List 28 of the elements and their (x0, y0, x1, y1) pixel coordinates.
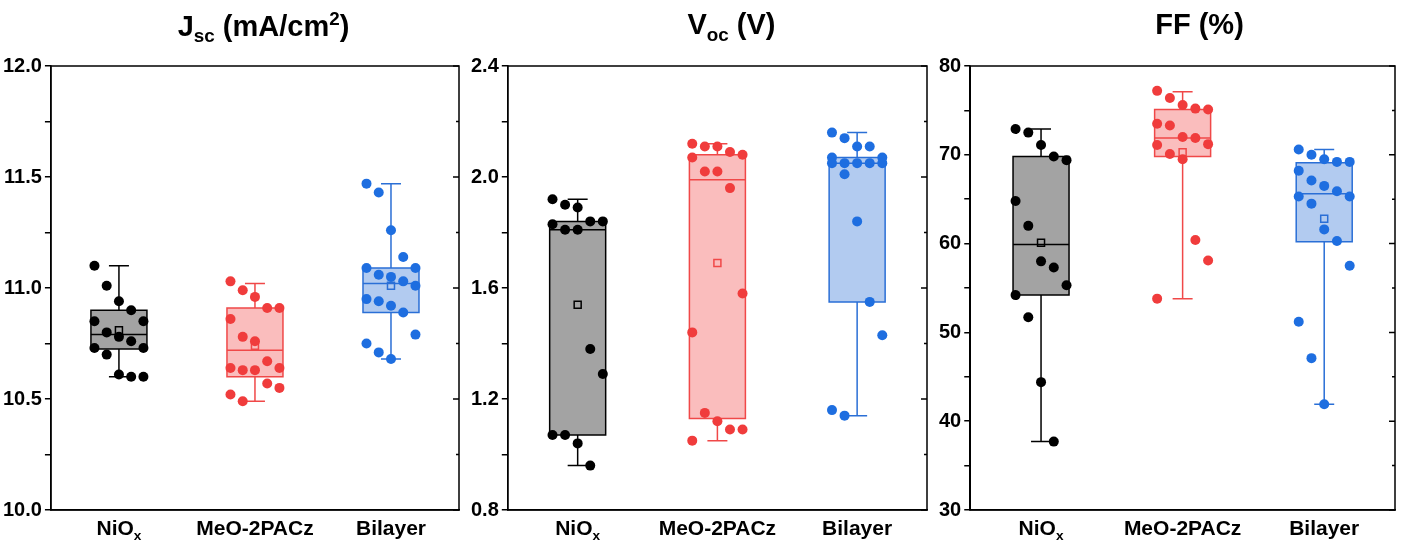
y-tick-label: 10.0 (2, 497, 42, 520)
y-tick-label: 10.5 (2, 386, 42, 409)
x-tick-label: Bilayer (1289, 516, 1360, 540)
x-tick-label: MeO-2PACz (1123, 516, 1242, 540)
y-tick-label: 11.0 (4, 275, 42, 298)
y-tick-label: 2.0 (470, 164, 499, 187)
y-tick-label: 70 (939, 142, 962, 165)
y-tick-label: 50 (939, 319, 962, 342)
x-tick-label: MeO-2PACz (658, 516, 777, 540)
chart-title: V$_{oc}$ (V) (686, 8, 777, 46)
y-tick-label: 1.6 (470, 275, 499, 298)
x-tick-label: MeO-2PACz (196, 516, 314, 540)
y-tick-label: 0.8 (470, 497, 499, 520)
x-tick-label: NiO$_{x}$ (96, 516, 142, 544)
y-tick-label: 40 (939, 408, 962, 431)
x-tick-label: NiO$_{x}$ (555, 516, 601, 544)
y-tick-label: 2.4 (470, 53, 500, 76)
y-tick-label: 1.2 (470, 386, 499, 409)
x-tick-label: Bilayer (822, 516, 893, 540)
chart-title: FF (%) (1154, 8, 1245, 41)
x-tick-label: NiO$_{x}$ (1018, 516, 1064, 544)
y-tick-label: 12.0 (2, 53, 42, 76)
x-tick-label: Bilayer (355, 516, 427, 540)
y-tick-label: 11.5 (4, 164, 42, 187)
y-tick-label: 80 (939, 53, 962, 76)
y-tick-label: 30 (939, 497, 962, 520)
y-tick-label: 60 (939, 231, 962, 254)
chart-title: J$_{sc}$ (mA/cm$^{2}$) (176, 8, 351, 48)
